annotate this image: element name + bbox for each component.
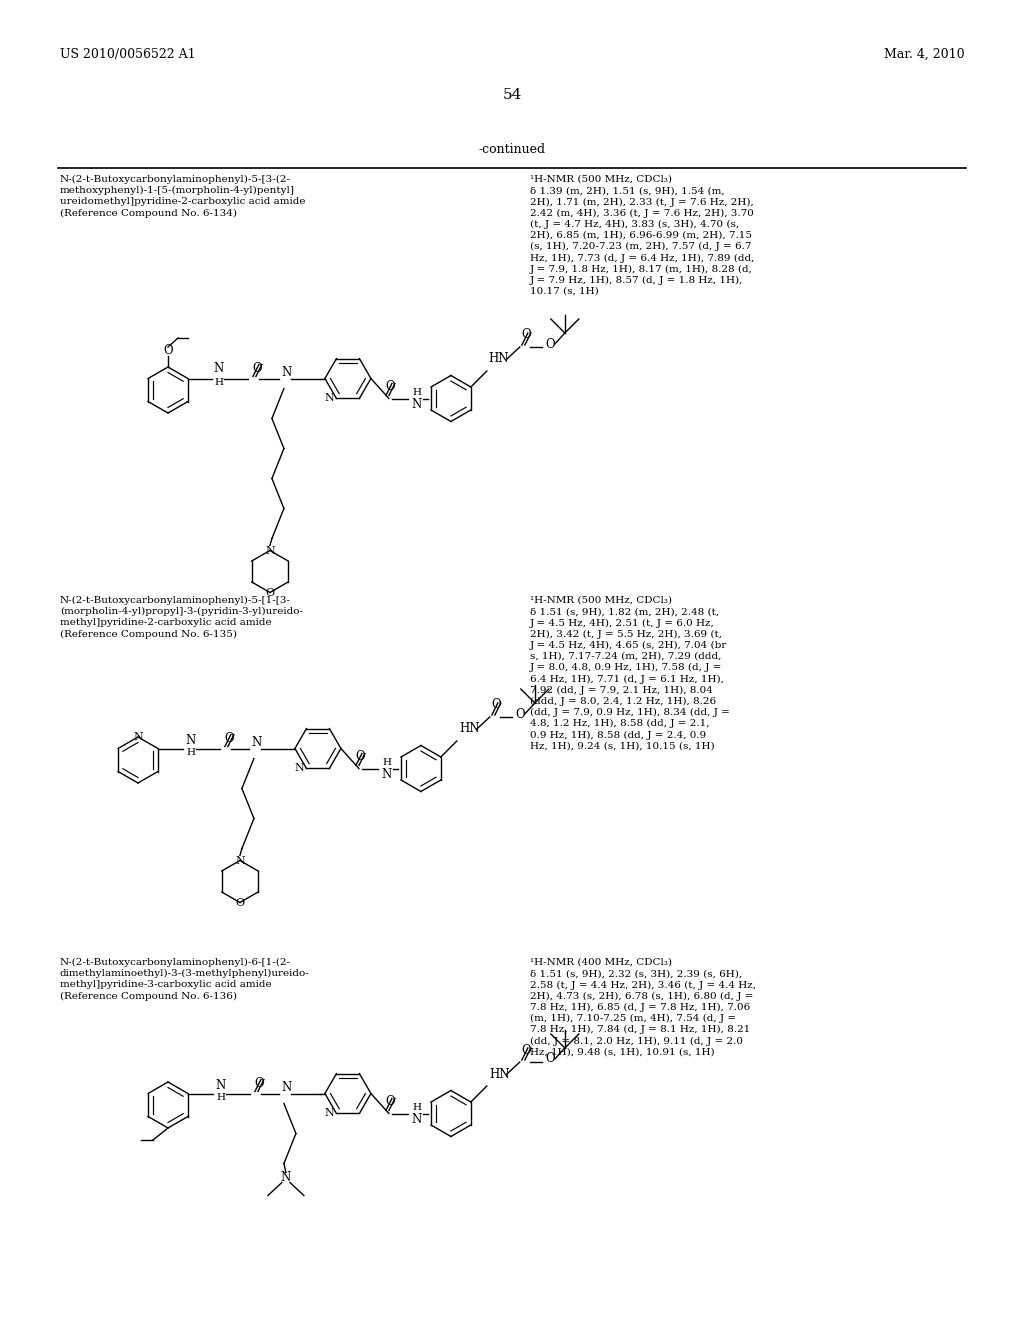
Text: N: N: [185, 734, 196, 747]
Text: N: N: [412, 399, 422, 411]
Text: O: O: [254, 1077, 264, 1090]
Text: 6.4 Hz, 1H), 7.71 (d, J = 6.1 Hz, 1H),: 6.4 Hz, 1H), 7.71 (d, J = 6.1 Hz, 1H),: [530, 675, 724, 684]
Text: O: O: [521, 1044, 530, 1056]
Text: O: O: [515, 708, 524, 721]
Text: N-(2-t-Butoxycarbonylaminophenyl)-5-[1-[3-: N-(2-t-Butoxycarbonylaminophenyl)-5-[1-[…: [60, 597, 291, 605]
Text: N: N: [265, 545, 274, 556]
Text: 7.8 Hz, 1H), 6.85 (d, J = 7.8 Hz, 1H), 7.06: 7.8 Hz, 1H), 6.85 (d, J = 7.8 Hz, 1H), 7…: [530, 1003, 751, 1012]
Text: O: O: [252, 362, 262, 375]
Text: N-(2-t-Butoxycarbonylaminophenyl)-5-[3-(2-: N-(2-t-Butoxycarbonylaminophenyl)-5-[3-(…: [60, 176, 291, 183]
Text: O: O: [545, 1052, 555, 1065]
Text: N: N: [282, 366, 292, 379]
Text: Mar. 4, 2010: Mar. 4, 2010: [885, 48, 965, 61]
Text: O: O: [355, 750, 365, 763]
Text: 2.42 (m, 4H), 3.36 (t, J = 7.6 Hz, 2H), 3.70: 2.42 (m, 4H), 3.36 (t, J = 7.6 Hz, 2H), …: [530, 209, 754, 218]
Text: (morpholin-4-yl)propyl]-3-(pyridin-3-yl)ureido-: (morpholin-4-yl)propyl]-3-(pyridin-3-yl)…: [60, 607, 303, 616]
Text: N: N: [252, 737, 262, 748]
Text: methyl]pyridine-3-carboxylic acid amide: methyl]pyridine-3-carboxylic acid amide: [60, 981, 271, 990]
Text: J = 4.5 Hz, 4H), 2.51 (t, J = 6.0 Hz,: J = 4.5 Hz, 4H), 2.51 (t, J = 6.0 Hz,: [530, 618, 715, 627]
Text: 4.8, 1.2 Hz, 1H), 8.58 (dd, J = 2.1,: 4.8, 1.2 Hz, 1H), 8.58 (dd, J = 2.1,: [530, 719, 710, 729]
Text: N: N: [281, 1171, 291, 1184]
Text: H: H: [413, 388, 422, 397]
Text: ureidomethyl]pyridine-2-carboxylic acid amide: ureidomethyl]pyridine-2-carboxylic acid …: [60, 198, 305, 206]
Text: ¹H-NMR (500 MHz, CDCl₃): ¹H-NMR (500 MHz, CDCl₃): [530, 597, 672, 605]
Text: N: N: [214, 362, 224, 375]
Text: ¹H-NMR (400 MHz, CDCl₃): ¹H-NMR (400 MHz, CDCl₃): [530, 958, 672, 968]
Text: 2H), 3.42 (t, J = 5.5 Hz, 2H), 3.69 (t,: 2H), 3.42 (t, J = 5.5 Hz, 2H), 3.69 (t,: [530, 630, 722, 639]
Text: 7.92 (dd, J = 7.9, 2.1 Hz, 1H), 8.04: 7.92 (dd, J = 7.9, 2.1 Hz, 1H), 8.04: [530, 685, 713, 694]
Text: (dd, J = 8.1, 2.0 Hz, 1H), 9.11 (d, J = 2.0: (dd, J = 8.1, 2.0 Hz, 1H), 9.11 (d, J = …: [530, 1036, 743, 1045]
Text: O: O: [521, 329, 530, 342]
Text: O: O: [163, 345, 173, 358]
Text: J = 7.9 Hz, 1H), 8.57 (d, J = 1.8 Hz, 1H),: J = 7.9 Hz, 1H), 8.57 (d, J = 1.8 Hz, 1H…: [530, 276, 743, 285]
Text: (dd, J = 7.9, 0.9 Hz, 1H), 8.34 (dd, J =: (dd, J = 7.9, 0.9 Hz, 1H), 8.34 (dd, J =: [530, 708, 730, 717]
Text: 2H), 6.85 (m, 1H), 6.96-6.99 (m, 2H), 7.15: 2H), 6.85 (m, 1H), 6.96-6.99 (m, 2H), 7.…: [530, 231, 752, 240]
Text: N: N: [325, 393, 335, 404]
Text: H: H: [214, 378, 223, 387]
Text: Hz, 1H), 9.24 (s, 1H), 10.15 (s, 1H): Hz, 1H), 9.24 (s, 1H), 10.15 (s, 1H): [530, 742, 715, 751]
Text: J = 8.0, 4.8, 0.9 Hz, 1H), 7.58 (d, J =: J = 8.0, 4.8, 0.9 Hz, 1H), 7.58 (d, J =: [530, 663, 722, 672]
Text: N: N: [412, 1113, 422, 1126]
Text: 0.9 Hz, 1H), 8.58 (dd, J = 2.4, 0.9: 0.9 Hz, 1H), 8.58 (dd, J = 2.4, 0.9: [530, 730, 707, 739]
Text: O: O: [224, 733, 233, 744]
Text: ¹H-NMR (500 MHz, CDCl₃): ¹H-NMR (500 MHz, CDCl₃): [530, 176, 672, 183]
Text: 7.8 Hz, 1H), 7.84 (d, J = 8.1 Hz, 1H), 8.21: 7.8 Hz, 1H), 7.84 (d, J = 8.1 Hz, 1H), 8…: [530, 1026, 751, 1035]
Text: 2H), 4.73 (s, 2H), 6.78 (s, 1H), 6.80 (d, J =: 2H), 4.73 (s, 2H), 6.78 (s, 1H), 6.80 (d…: [530, 991, 754, 1001]
Text: (Reference Compound No. 6-135): (Reference Compound No. 6-135): [60, 630, 237, 639]
Text: Hz, 1H), 7.73 (d, J = 6.4 Hz, 1H), 7.89 (dd,: Hz, 1H), 7.73 (d, J = 6.4 Hz, 1H), 7.89 …: [530, 253, 755, 263]
Text: δ 1.39 (m, 2H), 1.51 (s, 9H), 1.54 (m,: δ 1.39 (m, 2H), 1.51 (s, 9H), 1.54 (m,: [530, 186, 725, 195]
Text: N: N: [382, 768, 392, 781]
Text: O: O: [385, 380, 394, 393]
Text: (s, 1H), 7.20-7.23 (m, 2H), 7.57 (d, J = 6.7: (s, 1H), 7.20-7.23 (m, 2H), 7.57 (d, J =…: [530, 242, 752, 251]
Text: 10.17 (s, 1H): 10.17 (s, 1H): [530, 286, 599, 296]
Text: H: H: [382, 758, 391, 767]
Text: J = 4.5 Hz, 4H), 4.65 (s, 2H), 7.04 (br: J = 4.5 Hz, 4H), 4.65 (s, 2H), 7.04 (br: [530, 640, 727, 649]
Text: O: O: [265, 587, 274, 598]
Text: (Reference Compound No. 6-136): (Reference Compound No. 6-136): [60, 991, 237, 1001]
Text: (ddd, J = 8.0, 2.4, 1.2 Hz, 1H), 8.26: (ddd, J = 8.0, 2.4, 1.2 Hz, 1H), 8.26: [530, 697, 716, 706]
Text: N: N: [295, 763, 304, 774]
Text: 54: 54: [503, 88, 521, 102]
Text: 2H), 1.71 (m, 2H), 2.33 (t, J = 7.6 Hz, 2H),: 2H), 1.71 (m, 2H), 2.33 (t, J = 7.6 Hz, …: [530, 198, 754, 206]
Text: δ 1.51 (s, 9H), 2.32 (s, 3H), 2.39 (s, 6H),: δ 1.51 (s, 9H), 2.32 (s, 3H), 2.39 (s, 6…: [530, 969, 742, 978]
Text: N: N: [282, 1081, 292, 1094]
Text: methyl]pyridine-2-carboxylic acid amide: methyl]pyridine-2-carboxylic acid amide: [60, 618, 271, 627]
Text: N-(2-t-Butoxycarbonylaminophenyl)-6-[1-(2-: N-(2-t-Butoxycarbonylaminophenyl)-6-[1-(…: [60, 958, 291, 968]
Text: HN: HN: [488, 352, 509, 366]
Text: H: H: [216, 1093, 225, 1102]
Text: O: O: [545, 338, 555, 351]
Text: (Reference Compound No. 6-134): (Reference Compound No. 6-134): [60, 209, 237, 218]
Text: δ 1.51 (s, 9H), 1.82 (m, 2H), 2.48 (t,: δ 1.51 (s, 9H), 1.82 (m, 2H), 2.48 (t,: [530, 607, 719, 616]
Text: s, 1H), 7.17-7.24 (m, 2H), 7.29 (ddd,: s, 1H), 7.17-7.24 (m, 2H), 7.29 (ddd,: [530, 652, 721, 661]
Text: US 2010/0056522 A1: US 2010/0056522 A1: [60, 48, 196, 61]
Text: methoxyphenyl)-1-[5-(morpholin-4-yl)pentyl]: methoxyphenyl)-1-[5-(morpholin-4-yl)pent…: [60, 186, 295, 195]
Text: N: N: [236, 855, 245, 866]
Text: O: O: [236, 898, 245, 908]
Text: N: N: [325, 1109, 335, 1118]
Text: HN: HN: [460, 722, 480, 735]
Text: N: N: [133, 733, 143, 742]
Text: HN: HN: [489, 1068, 510, 1081]
Text: H: H: [186, 748, 196, 756]
Text: (t, J = 4.7 Hz, 4H), 3.83 (s, 3H), 4.70 (s,: (t, J = 4.7 Hz, 4H), 3.83 (s, 3H), 4.70 …: [530, 220, 739, 228]
Text: O: O: [385, 1096, 394, 1107]
Text: N: N: [216, 1078, 226, 1092]
Text: 2.58 (t, J = 4.4 Hz, 2H), 3.46 (t, J = 4.4 Hz,: 2.58 (t, J = 4.4 Hz, 2H), 3.46 (t, J = 4…: [530, 981, 756, 990]
Text: (m, 1H), 7.10-7.25 (m, 4H), 7.54 (d, J =: (m, 1H), 7.10-7.25 (m, 4H), 7.54 (d, J =: [530, 1014, 736, 1023]
Text: -continued: -continued: [478, 143, 546, 156]
Text: J = 7.9, 1.8 Hz, 1H), 8.17 (m, 1H), 8.28 (d,: J = 7.9, 1.8 Hz, 1H), 8.17 (m, 1H), 8.28…: [530, 264, 753, 273]
Text: O: O: [492, 698, 501, 711]
Text: H: H: [413, 1104, 422, 1111]
Text: Hz, 1H), 9.48 (s, 1H), 10.91 (s, 1H): Hz, 1H), 9.48 (s, 1H), 10.91 (s, 1H): [530, 1048, 715, 1056]
Text: dimethylaminoethyl)-3-(3-methylphenyl)ureido-: dimethylaminoethyl)-3-(3-methylphenyl)ur…: [60, 969, 309, 978]
